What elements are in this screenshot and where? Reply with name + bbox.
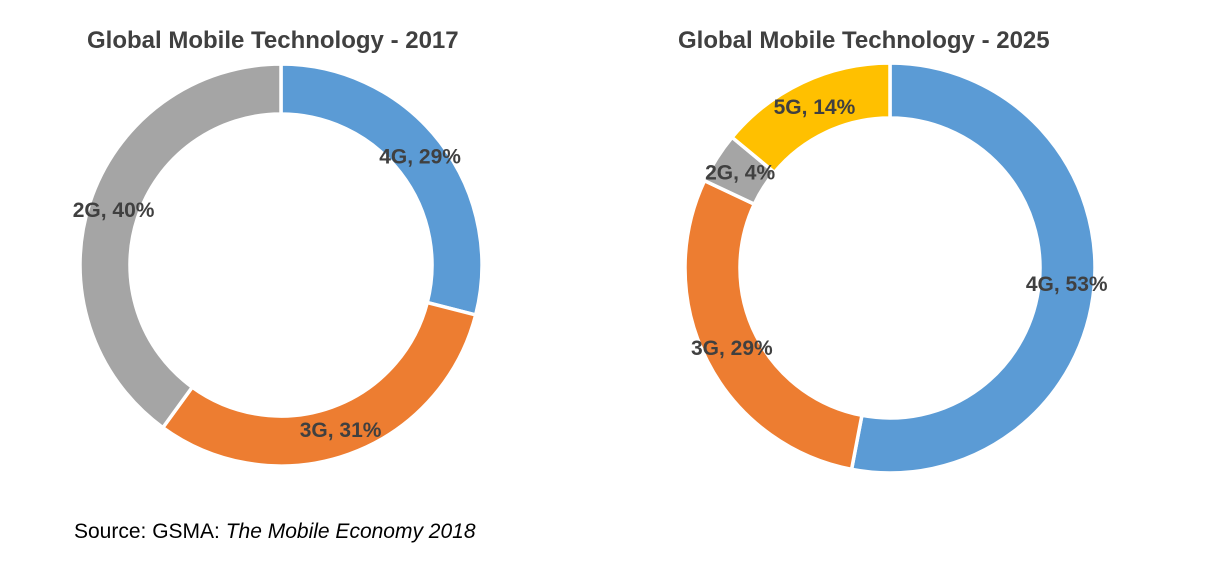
donut-slice-2g-2017: [78, 62, 283, 431]
slice-label-5g-2025: 5G, 14%: [774, 96, 856, 119]
slice-label-4g-2017: 4G, 29%: [379, 146, 461, 169]
donut-slice-3g-2025: [683, 178, 864, 472]
donut-slice-5g-2025: [729, 61, 892, 175]
slice-label-2g-2025: 2G, 4%: [705, 161, 775, 184]
chart-title-2025: Global Mobile Technology - 2025: [678, 27, 1050, 54]
source-note-prefix: Source: GSMA:: [74, 520, 226, 543]
slice-label-2g-2017: 2G, 40%: [73, 199, 155, 222]
slice-label-3g-2017: 3G, 31%: [300, 419, 382, 442]
donut-slice-4g-2025: [849, 61, 1097, 475]
source-note: Source: GSMA: The Mobile Economy 2018: [74, 520, 476, 544]
donut-slice-4g-2017: [279, 62, 484, 318]
slice-label-3g-2025: 3G, 29%: [691, 337, 773, 360]
source-note-italic: The Mobile Economy 2018: [225, 520, 476, 543]
slice-label-4g-2025: 4G, 53%: [1026, 273, 1108, 296]
donut-slice-3g-2017: [160, 300, 478, 468]
chart-title-2017: Global Mobile Technology - 2017: [87, 27, 459, 54]
